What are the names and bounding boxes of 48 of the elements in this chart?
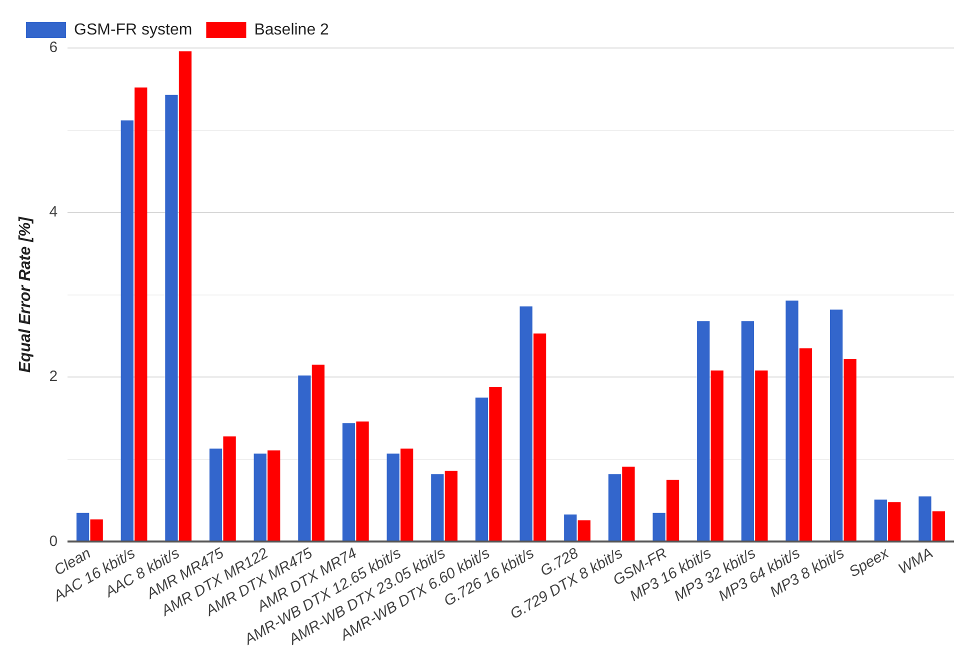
bar [254, 454, 266, 541]
y-tick-label: 4 [49, 204, 58, 221]
bar [90, 519, 103, 541]
bar [268, 450, 280, 541]
bar [298, 375, 311, 541]
bar [400, 448, 414, 541]
bar [652, 512, 666, 541]
bar [76, 512, 90, 541]
bar [786, 300, 798, 541]
bar [431, 474, 444, 541]
bar [475, 398, 488, 541]
bar [888, 502, 901, 541]
bar [165, 94, 178, 541]
bar [356, 422, 369, 541]
bar [134, 87, 148, 541]
x-tick-label: WMA [896, 544, 936, 578]
bar [209, 448, 222, 541]
bar [489, 386, 502, 541]
bar [932, 511, 946, 541]
bar [342, 423, 356, 541]
y-tick-label: 0 [49, 532, 58, 550]
bar [444, 470, 458, 541]
legend-label: GSM-FR system [74, 21, 192, 38]
y-tick-label: 2 [49, 368, 58, 386]
bar [799, 348, 812, 541]
bar [608, 474, 622, 541]
bar [520, 306, 532, 541]
bar [844, 358, 856, 541]
bar [120, 120, 134, 541]
bar [918, 496, 932, 541]
bar [312, 364, 325, 541]
bar [755, 370, 768, 541]
bar [578, 520, 590, 541]
legend-label: Baseline 2 [254, 21, 330, 38]
bar [710, 370, 724, 541]
bar [741, 321, 754, 541]
bar [874, 500, 887, 541]
bar [178, 51, 192, 541]
bar [830, 310, 843, 541]
bar [223, 436, 236, 541]
bar [666, 480, 680, 541]
y-axis-title: Equal Error Rate [%] [17, 216, 34, 373]
bar [564, 514, 577, 541]
bar [697, 321, 710, 541]
y-tick-label: 6 [49, 39, 58, 56]
bar [533, 333, 546, 541]
bar [622, 466, 635, 541]
bar [386, 454, 400, 541]
